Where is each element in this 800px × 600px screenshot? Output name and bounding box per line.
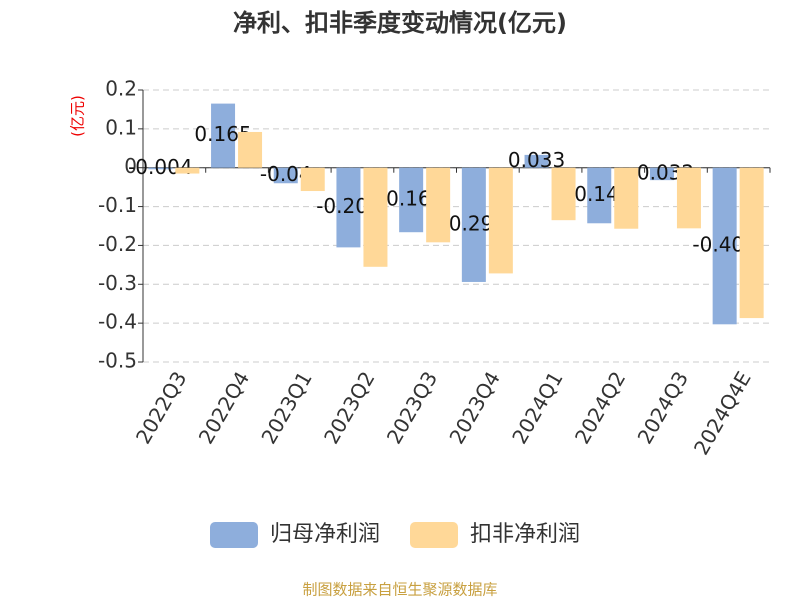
legend-swatch xyxy=(210,522,258,548)
bar xyxy=(211,103,236,168)
bar xyxy=(551,167,576,221)
bar xyxy=(461,167,486,282)
y-tick-label: -0.4 xyxy=(98,310,137,334)
bar xyxy=(649,167,674,181)
legend-swatch xyxy=(410,522,458,548)
bar xyxy=(524,154,549,168)
bar xyxy=(336,167,361,248)
bar xyxy=(148,167,173,170)
y-tick-label: 0.1 xyxy=(105,115,137,139)
bar xyxy=(488,167,513,274)
y-tick-label: 0.2 xyxy=(105,77,137,101)
y-tick-label: -0.1 xyxy=(98,193,137,217)
data-label: -0.004 xyxy=(128,155,192,179)
bar xyxy=(300,167,325,192)
bar xyxy=(587,167,612,224)
y-axis-label: (亿元) xyxy=(69,95,87,137)
bar xyxy=(614,167,639,229)
bar xyxy=(399,167,424,233)
bar xyxy=(712,167,737,325)
legend-label: 扣非净利润 xyxy=(470,522,580,547)
bar xyxy=(739,167,764,319)
bar xyxy=(175,167,200,174)
bar xyxy=(426,167,451,243)
chart-title: 净利、扣非季度变动情况(亿元) xyxy=(233,9,567,37)
bar xyxy=(676,167,701,229)
bar xyxy=(238,131,263,168)
bar xyxy=(363,167,388,267)
y-tick-label: 0 xyxy=(124,154,137,178)
bar xyxy=(273,167,298,184)
y-tick-label: -0.2 xyxy=(98,232,137,256)
y-tick-label: -0.3 xyxy=(98,271,137,295)
source-note: 制图数据来自恒生聚源数据库 xyxy=(302,581,497,599)
legend-label: 归母净利润 xyxy=(270,522,380,547)
y-tick-label: -0.5 xyxy=(98,349,137,373)
